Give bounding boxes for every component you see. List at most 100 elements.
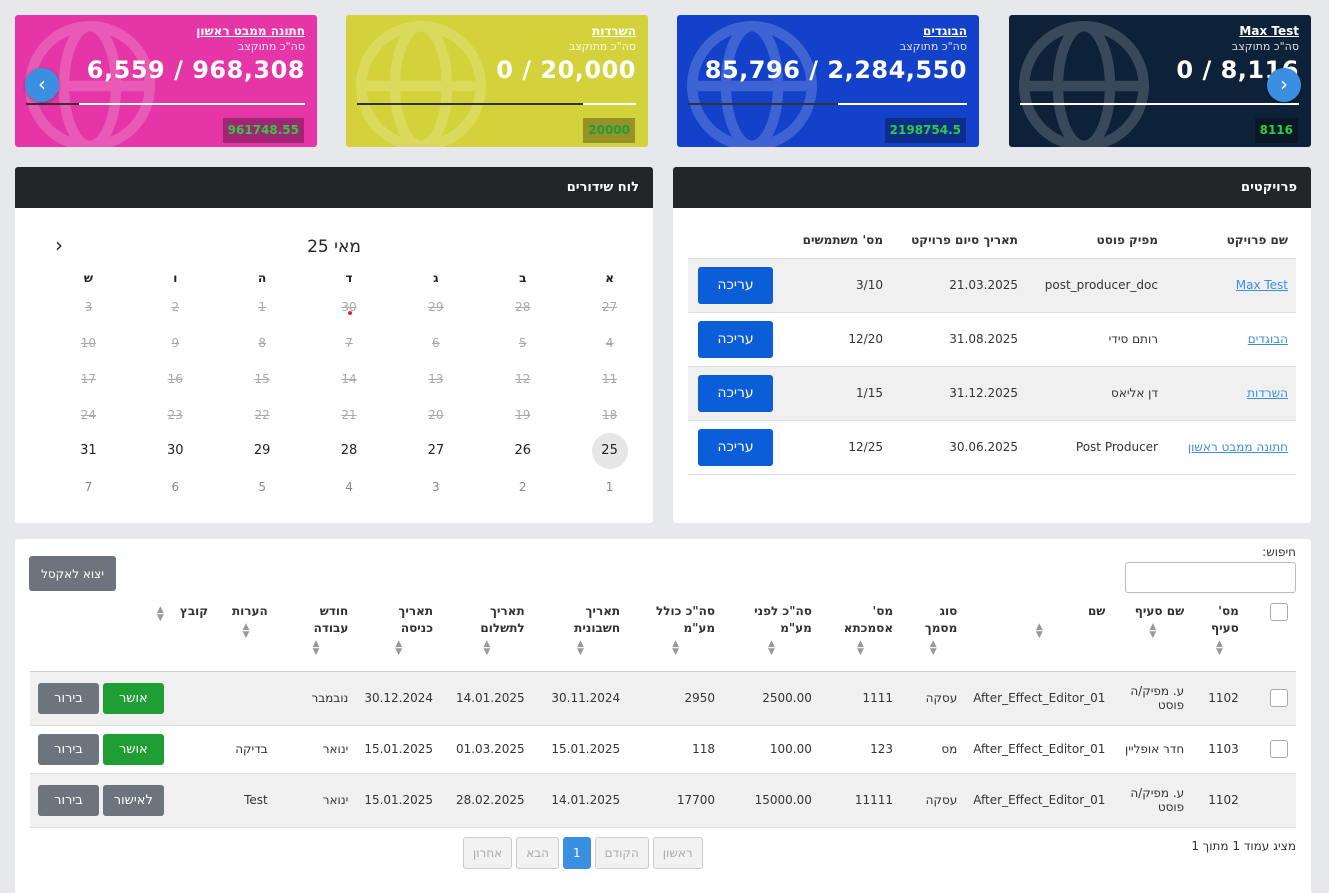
select-all-checkbox[interactable] (1270, 603, 1288, 621)
card-subtitle: סה"כ מתוקצב (899, 40, 967, 53)
cell: 15.01.2025 (356, 773, 442, 828)
clarify-button[interactable]: בירור (38, 733, 99, 765)
col-header[interactable]: סה"כ לפני מע"מ ▲ ▼ (723, 597, 820, 672)
last-page-button[interactable]: אחרון (463, 837, 513, 869)
cell: ינואר (275, 773, 357, 828)
calendar-day-today[interactable]: 25 (566, 433, 653, 469)
col-header[interactable]: מס' סעיף ▲ ▼ (1192, 597, 1247, 672)
table-row: 1103 חדר אופליין After_Effect_Editor_01 … (30, 725, 1296, 774)
sort-icon: ▲ ▼ (156, 605, 164, 623)
progress-fill (26, 103, 79, 105)
card-title[interactable]: Max Test (1239, 24, 1299, 38)
edit-button[interactable]: עריכה (698, 320, 773, 358)
cell: 1/15 (781, 366, 891, 421)
cell: ינואר (275, 725, 357, 774)
calendar-day[interactable]: 2 (518, 480, 527, 494)
panel-title: פרויקטים (673, 167, 1311, 208)
cell: 100.00 (723, 725, 820, 774)
calendar-panel: לוח שידורים מאי 25 › ש ו ה ד ג ב א 3 2 1… (15, 167, 653, 523)
col-header[interactable]: סה"כ כולל מע"מ ▲ ▼ (628, 597, 724, 672)
cell: מס (901, 725, 966, 774)
edit-button[interactable]: עריכה (698, 374, 773, 412)
col-header[interactable]: תאריך חשבונית ▲ ▼ (532, 597, 629, 672)
calendar-day[interactable]: 7 (84, 480, 93, 494)
cell: 28.02.2025 (441, 773, 533, 828)
cell: 15.01.2025 (356, 725, 442, 774)
calendar-day[interactable]: 29 (253, 443, 271, 458)
weekday: ב (519, 271, 527, 285)
project-link[interactable]: חתונה ממבט ראשון (1187, 440, 1288, 454)
approved-button[interactable]: אושר (102, 733, 164, 765)
card-title[interactable]: הבוגדים (923, 24, 967, 38)
clarify-button[interactable]: בירור (38, 784, 99, 816)
col-header[interactable]: קובץ (171, 597, 217, 672)
calendar-day[interactable]: 3 (432, 480, 440, 494)
col-header[interactable]: שם ▲ ▼ (965, 597, 1114, 672)
calendar-day[interactable]: 6 (171, 480, 180, 494)
cell: 2500.00 (723, 671, 820, 726)
table-row: השרדות דן אליאס 31.12.2025 1/15 עריכה (688, 366, 1296, 421)
to-approve-button[interactable]: לאישור (102, 784, 164, 816)
edit-button[interactable]: עריכה (698, 266, 773, 304)
chevron-right-icon[interactable]: › (55, 233, 63, 257)
edit-button[interactable]: עריכה (698, 428, 773, 466)
search-input[interactable] (1125, 562, 1296, 593)
col-header[interactable]: תאריך כניסה ▲ ▼ (356, 597, 442, 672)
cell: נובמבר (275, 671, 357, 726)
col-label: שם (1087, 604, 1106, 618)
cell: ע. מפיק/ה פוסט (1113, 671, 1193, 726)
clarify-button[interactable]: בירור (38, 682, 99, 714)
calendar-day[interactable]: 31 (80, 443, 97, 458)
col-header[interactable]: מס' אסמכתא ▲ ▼ (819, 597, 902, 672)
cell: 21.03.2025 (891, 258, 1026, 313)
project-link[interactable]: הבוגדים (1247, 332, 1288, 346)
row-checkbox[interactable] (1270, 740, 1288, 758)
calendar-day[interactable]: 4 (345, 480, 353, 494)
weekday: ה (258, 271, 267, 285)
col-label: תאריך חשבונית (574, 604, 621, 635)
cell: 01.03.2025 (441, 725, 533, 774)
col-header-actions[interactable]: ▲ ▼ (30, 597, 172, 672)
calendar-day[interactable]: 30 (167, 443, 184, 458)
col-header[interactable]: תאריך לתשלום ▲ ▼ (441, 597, 533, 672)
calendar-day[interactable]: 26 (514, 443, 531, 458)
table-row: 1102 ע. מפיק/ה פוסט After_Effect_Editor_… (30, 671, 1296, 726)
col-header[interactable]: חודש עבודה ▲ ▼ (275, 597, 357, 672)
calendar-day: 15 (254, 372, 270, 386)
approved-button[interactable]: אושר (102, 682, 164, 714)
project-link[interactable]: השרדות (1247, 386, 1288, 400)
row-checkbox[interactable] (1270, 689, 1288, 707)
calendar-day[interactable]: 28 (340, 443, 358, 458)
col-header[interactable]: הערות ▲ ▼ (216, 597, 276, 672)
calendar-day: 7 (345, 336, 353, 350)
calendar-day: 1 (258, 300, 266, 314)
col-header[interactable]: שם סעיף ▲ ▼ (1113, 597, 1193, 672)
col-header: מס' משתמשים (781, 223, 891, 259)
first-page-button[interactable]: ראשון (652, 837, 703, 869)
sort-icon: ▲ ▼ (576, 639, 584, 657)
card-value: 85,796 / 2,284,550 (704, 56, 967, 84)
card-title[interactable]: השרדות (592, 24, 636, 38)
cell: דן אליאס (1026, 366, 1166, 421)
search-label: חיפוש: (1262, 545, 1296, 559)
carousel-prev-button[interactable]: ‹ (25, 68, 59, 102)
calendar-day[interactable]: 1 (605, 480, 614, 494)
project-link[interactable]: Max Test (1235, 278, 1288, 292)
next-page-button[interactable]: הבא (516, 837, 559, 869)
calendar-day-label: 30 (341, 300, 357, 314)
calendar-day[interactable]: 5 (258, 480, 266, 494)
export-excel-button[interactable]: יצוא לאקסל (29, 556, 116, 591)
calendar-month: מאי 25 (307, 237, 361, 257)
carousel-next-button[interactable]: › (1267, 68, 1301, 102)
calendar-day: 11 (601, 372, 618, 386)
calendar-day: 18 (601, 408, 618, 422)
prev-page-button[interactable]: הקודם (594, 837, 649, 869)
card-title[interactable]: חתונה ממבט ראשון (196, 24, 305, 38)
col-header: מפיק פוסט (1026, 223, 1166, 259)
weekday: ש (83, 271, 93, 285)
calendar-day[interactable]: 27 (427, 443, 445, 458)
calendar-day: 14 (341, 372, 357, 386)
card-value: 0 / 20,000 (496, 56, 636, 84)
page-1-button[interactable]: 1 (563, 837, 591, 869)
col-header[interactable]: סוג מסמך ▲ ▼ (901, 597, 966, 672)
